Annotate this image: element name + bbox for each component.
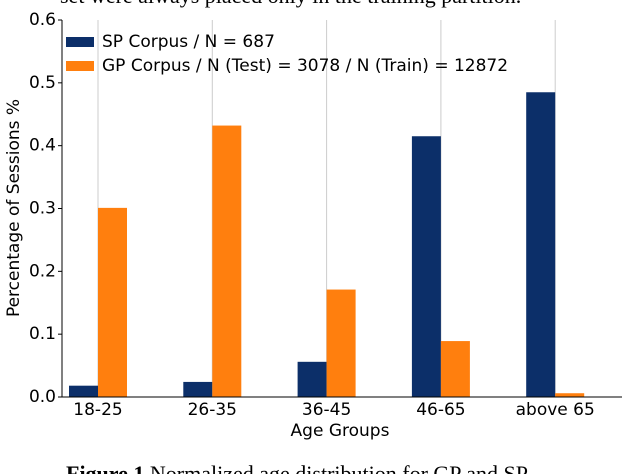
y-tick-label: 0.6 bbox=[29, 10, 56, 30]
bar bbox=[440, 341, 470, 397]
x-tick-label: 26-35 bbox=[188, 400, 237, 420]
caption-text: Normalized age distribution for GP and S… bbox=[150, 461, 528, 474]
bar bbox=[526, 92, 556, 397]
caption: Figure 1 Normalized age distribution for… bbox=[66, 461, 528, 474]
bar bbox=[555, 393, 585, 397]
y-tick-label: 0.1 bbox=[29, 324, 56, 344]
legend-label: GP Corpus / N (Test) = 3078 / N (Train) … bbox=[102, 56, 508, 76]
bar bbox=[183, 381, 213, 397]
caption-label: Figure 1 bbox=[66, 461, 144, 474]
bar bbox=[212, 125, 242, 397]
x-tick-label: 18-25 bbox=[73, 400, 122, 420]
x-tick-label: 36-45 bbox=[302, 400, 351, 420]
y-axis-label: Percentage of Sessions % bbox=[4, 99, 24, 317]
legend-swatch bbox=[66, 61, 94, 71]
x-tick-label: 46-65 bbox=[416, 400, 465, 420]
y-tick-label: 0.0 bbox=[29, 387, 56, 407]
bar bbox=[326, 289, 356, 397]
y-tick-label: 0.2 bbox=[29, 261, 56, 281]
top-text: set were always placed only in the train… bbox=[60, 0, 521, 8]
x-axis-label: Age Groups bbox=[291, 421, 390, 441]
bar bbox=[69, 385, 98, 397]
bar bbox=[411, 136, 441, 397]
x-tick-label: above 65 bbox=[516, 400, 595, 420]
legend-swatch bbox=[66, 37, 94, 47]
y-tick-label: 0.4 bbox=[29, 136, 56, 156]
bar bbox=[98, 207, 127, 397]
legend-label: SP Corpus / N = 687 bbox=[102, 32, 275, 52]
y-tick-label: 0.3 bbox=[29, 199, 56, 219]
bar bbox=[297, 361, 327, 397]
y-tick-label: 0.5 bbox=[29, 73, 56, 93]
